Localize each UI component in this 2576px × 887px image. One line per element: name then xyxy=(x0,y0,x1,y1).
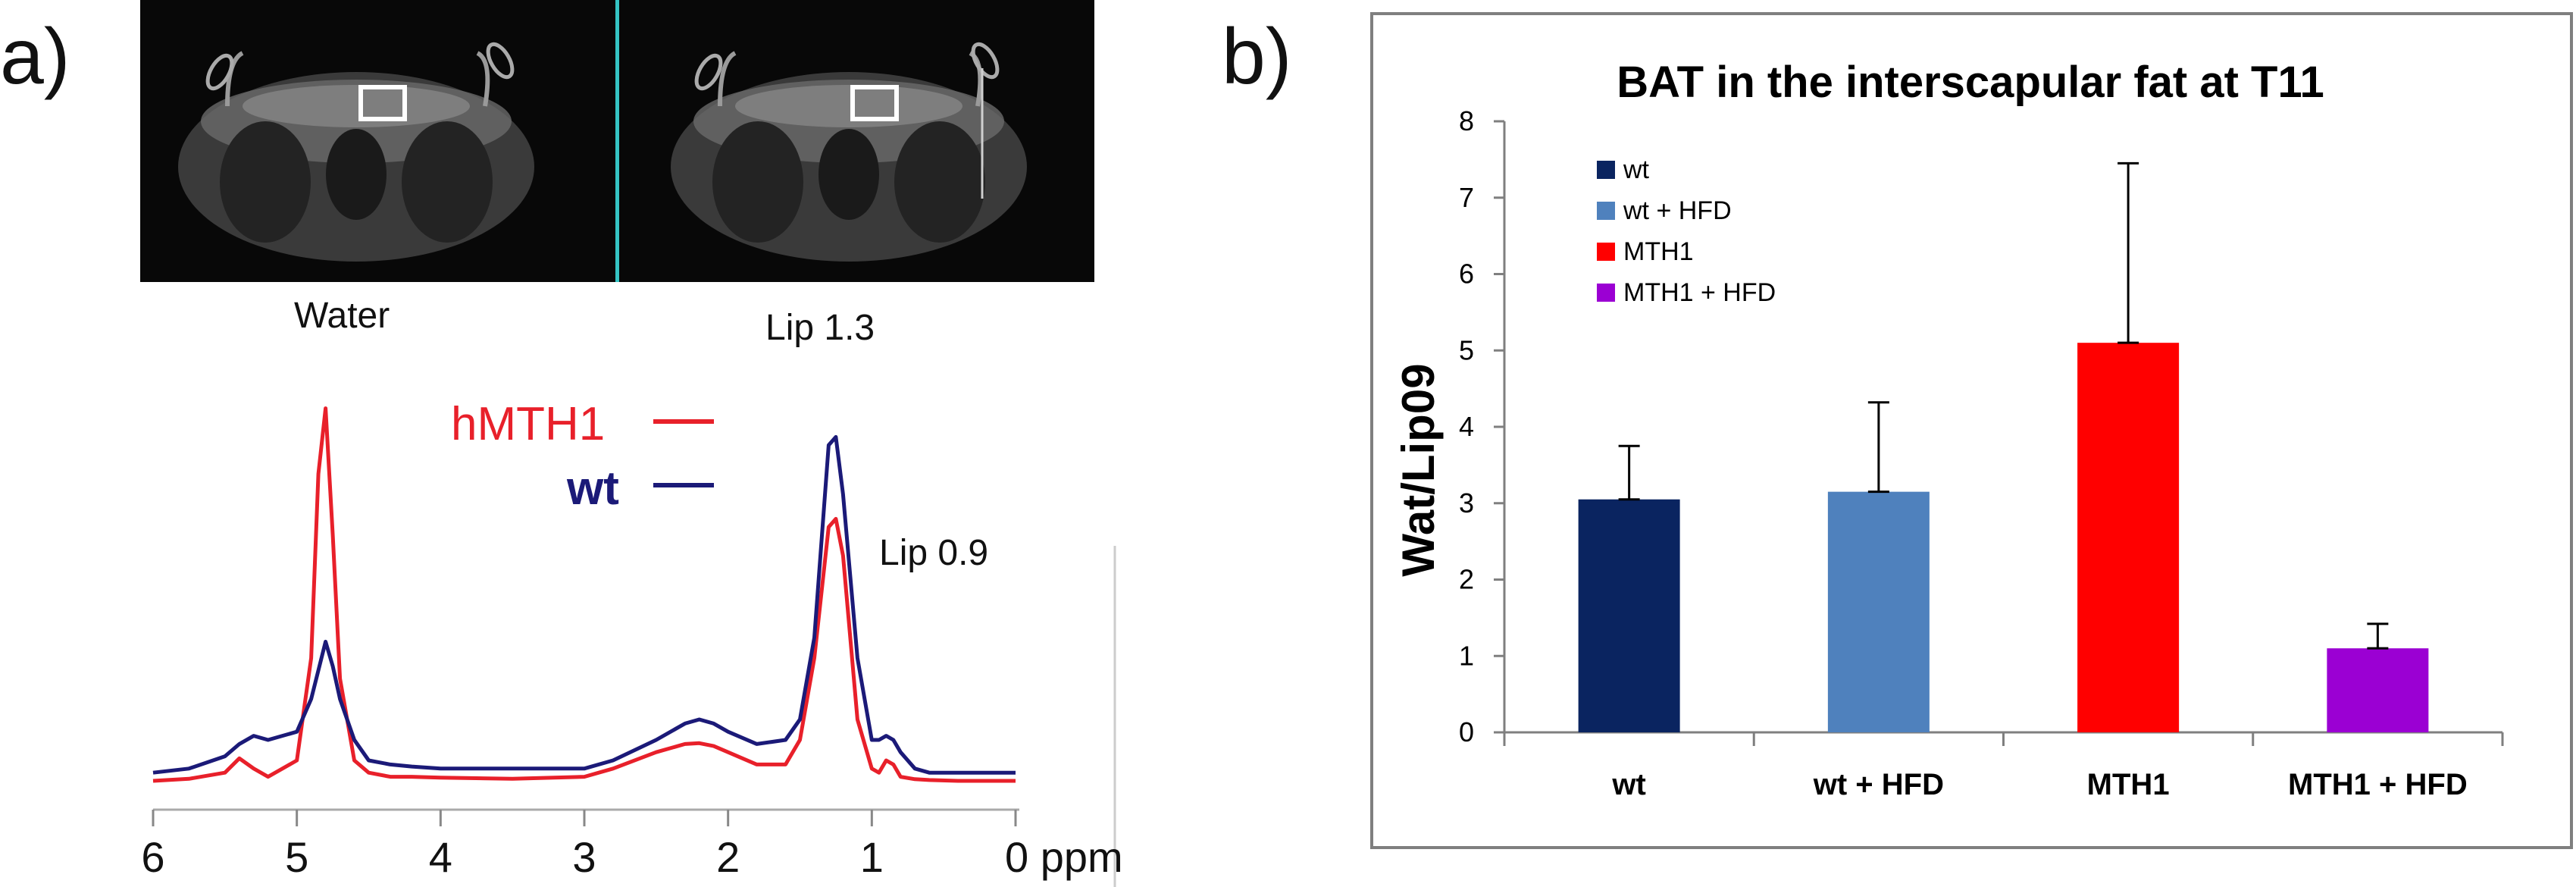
legend-label: MTH1 + HFD xyxy=(1623,278,1776,307)
bar-chart-y-tick-label: 8 xyxy=(1459,105,1474,136)
bar-chart-y-tick-label: 1 xyxy=(1459,640,1474,671)
legend-swatch xyxy=(1597,161,1615,179)
legend-swatch xyxy=(1597,243,1615,261)
panel-b-label: b) xyxy=(1222,13,1291,101)
spectrum-x-ticks: 6 5 4 3 2 1 0 ppm xyxy=(141,810,1123,881)
spectrum-tick-label: 1 xyxy=(860,833,884,881)
spectrum-tick-label: 3 xyxy=(572,833,596,881)
peak-label-lip09: Lip 0.9 xyxy=(879,533,988,573)
spectrum-series-hmth1 xyxy=(152,406,1016,783)
bar-chart-x-label: MTH1 + HFD xyxy=(2288,768,2468,801)
bar-wt-hfd xyxy=(1827,491,1930,732)
bar-chart-x-label: wt xyxy=(1611,768,1645,801)
bar-chart-error-bars xyxy=(1618,161,2389,650)
spectrum-tick-label: 6 xyxy=(141,833,164,881)
bar-chart-legend: wt wt + HFD MTH1 MTH1 + HFD xyxy=(1597,155,1776,307)
bar-mth1 xyxy=(2077,343,2180,732)
bar-wt xyxy=(1578,499,1680,732)
chart-b-title: BAT in the interscapular fat at T11 xyxy=(1617,58,2324,107)
bar-chart-x-label: wt + HFD xyxy=(1813,768,1944,801)
legend-label: wt + HFD xyxy=(1623,196,1732,225)
panel-a-label: a) xyxy=(0,13,70,101)
spectrum-tick-label: 4 xyxy=(429,833,452,881)
bar-chart-y-tick-label: 3 xyxy=(1459,487,1474,519)
chart-b-y-label: Wat/Lip09 xyxy=(1393,363,1444,576)
bar-chart-y-tick-label: 7 xyxy=(1459,182,1474,213)
legend-swatch xyxy=(1597,284,1615,302)
peak-label-lip13: Lip 1.3 xyxy=(765,308,875,348)
spectrum-plot: 6 5 4 3 2 1 0 ppm xyxy=(141,406,1123,887)
bar-chart: 0 1 2 3 4 5 6 7 8 wt wt + HFD MTH1 MTH1 + HFD wt wt … xyxy=(1459,105,2504,801)
spectrum-series-group xyxy=(152,406,1016,783)
spectrum-legend: hMTH1 wt xyxy=(451,398,714,515)
spectrum-series-wt xyxy=(152,434,1016,775)
bar-chart-y-tick-label: 0 xyxy=(1459,716,1474,748)
spectrum-tick-label: 2 xyxy=(716,833,740,881)
bar-chart-y-tick-label: 4 xyxy=(1459,411,1474,442)
peak-label-water: Water xyxy=(294,296,390,336)
legend-label: MTH1 xyxy=(1623,237,1694,266)
bar-chart-bars xyxy=(1578,343,2429,732)
spectrum-tick-label: 0 ppm xyxy=(1005,833,1123,881)
legend-wt-label: wt xyxy=(566,462,619,515)
bar-chart-y-tick-label: 2 xyxy=(1459,564,1474,595)
mri-image-right xyxy=(619,0,1094,282)
bar-chart-y-tick-label: 6 xyxy=(1459,259,1474,290)
legend-swatch xyxy=(1597,202,1615,220)
bar-mth1-hfd xyxy=(2327,648,2429,732)
bar-chart-y-tick-label: 5 xyxy=(1459,334,1474,365)
bar-chart-x-label: MTH1 xyxy=(2087,768,2170,801)
mri-divider xyxy=(615,0,619,282)
spectrum-tick-label: 5 xyxy=(285,833,308,881)
bar-chart-x-labels: wt wt + HFD MTH1 MTH1 + HFD xyxy=(1611,768,2467,801)
legend-hmth1-label: hMTH1 xyxy=(451,398,605,450)
mri-image-left xyxy=(140,0,615,282)
legend-label: wt xyxy=(1623,155,1650,184)
